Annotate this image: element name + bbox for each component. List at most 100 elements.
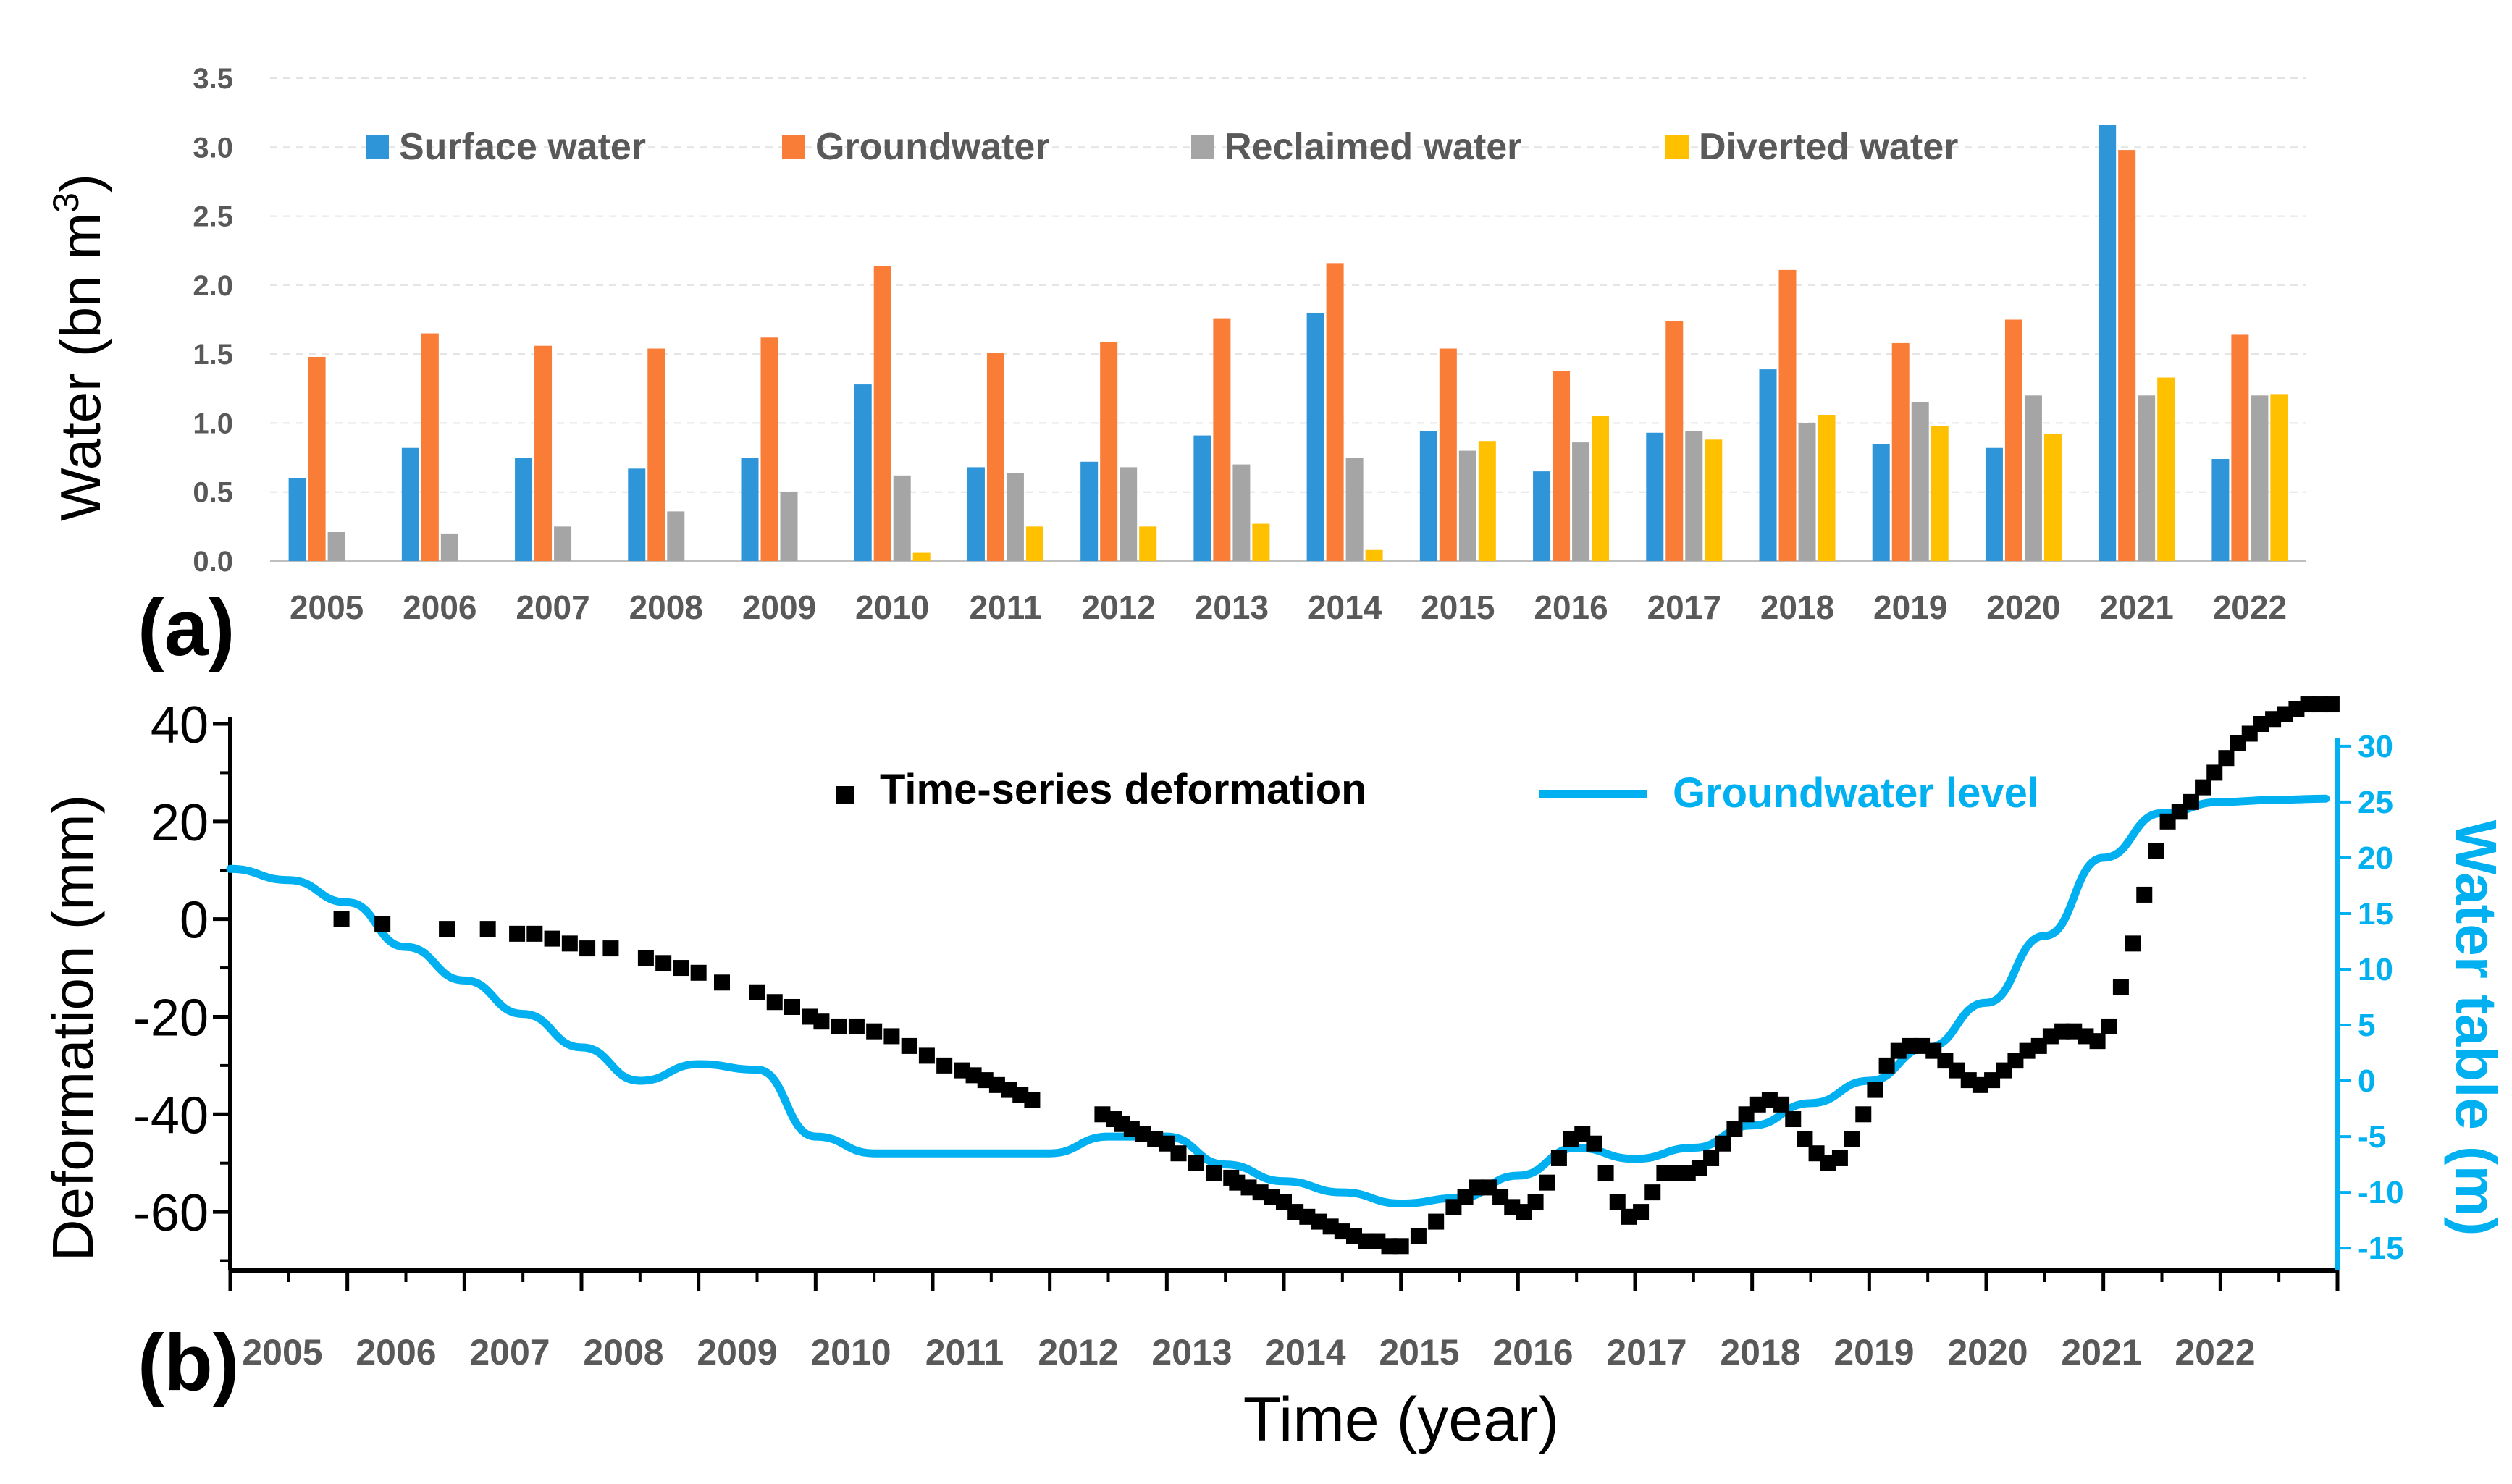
legend-label: Diverted water: [1699, 126, 1958, 168]
deformation-point: [333, 911, 350, 927]
x-tick-label: 2022: [2175, 1332, 2255, 1373]
panel-b-label: (b): [138, 1318, 239, 1407]
bar-groundwater: [1891, 342, 1910, 561]
bar-groundwater: [873, 266, 891, 561]
bar-surface-water: [1533, 471, 1551, 561]
deformation-point: [714, 974, 730, 991]
bar-surface-water: [2211, 458, 2230, 561]
legend-marker-deformation: [836, 786, 854, 804]
panel-b-x-axis-label: Time (year): [1243, 1385, 1559, 1454]
deformation-point: [526, 925, 543, 942]
bar-diverted-water: [2157, 377, 2175, 561]
bar-reclaimed-water: [440, 533, 458, 561]
bar-groundwater: [986, 353, 1004, 561]
bar-surface-water: [1193, 435, 1211, 561]
legend-label-groundwater: Groundwater level: [1673, 770, 2039, 817]
deformation-point: [2218, 750, 2235, 767]
deformation-point: [1024, 1092, 1041, 1108]
bar-surface-water: [967, 467, 985, 561]
deformation-point: [1586, 1135, 1602, 1152]
panel-a-y-axis-label-sup: 3: [46, 193, 86, 213]
bar-groundwater: [2004, 319, 2022, 561]
y-tick-label: 1.0: [193, 408, 233, 439]
deformation-point: [1188, 1155, 1204, 1171]
bar-groundwater: [1213, 318, 1231, 561]
deformation-point: [2101, 1018, 2117, 1034]
deformation-point: [1844, 1130, 1860, 1147]
deformation-point: [655, 955, 672, 971]
x-tick-label: 2017: [1606, 1332, 1686, 1373]
panel-a-gridlines: [270, 77, 2306, 562]
panel-b-right-y-tick-labels: -15 -10 -5 0 5 10 15 20 25 30: [2358, 729, 2404, 1266]
bar-diverted-water: [1818, 414, 1836, 561]
deformation-point: [749, 984, 765, 1000]
bar-groundwater: [1665, 321, 1684, 561]
deformation-point: [2089, 1033, 2106, 1050]
legend-swatch: [1665, 135, 1689, 159]
deformation-point: [690, 964, 707, 981]
deformation-point: [1633, 1204, 1650, 1220]
deformation-point: [1726, 1121, 1743, 1137]
bar-surface-water: [1985, 447, 2003, 561]
bar-reclaimed-water: [1798, 423, 1816, 561]
bar-groundwater: [1100, 341, 1118, 561]
deformation-point: [2125, 935, 2141, 952]
bar-surface-water: [1872, 444, 1890, 561]
x-tick-label: 2016: [1534, 589, 1608, 626]
panel-a-label: (a): [138, 583, 235, 673]
panel-b-legend: Time-series deformation Groundwater level: [836, 766, 2039, 817]
bar-diverted-water: [1139, 526, 1157, 561]
legend-label: Reclaimed water: [1225, 126, 1521, 168]
deformation-point: [579, 940, 596, 957]
deformation-point: [1410, 1228, 1427, 1244]
legend-swatch: [366, 135, 389, 159]
y-tick-label: 3.0: [193, 132, 233, 164]
bar-surface-water: [1419, 431, 1437, 561]
bar-diverted-water: [1252, 523, 1270, 561]
legend-swatch: [782, 135, 805, 159]
bar-reclaimed-water: [554, 526, 572, 561]
deformation-point: [918, 1047, 935, 1064]
bar-reclaimed-water: [2024, 395, 2042, 561]
panel-a-y-axis-label-text: Water (bn m: [49, 213, 112, 521]
deformation-point: [866, 1023, 883, 1040]
right-y-tick-label: 5: [2358, 1008, 2375, 1043]
y-tick-label: 2.0: [193, 270, 233, 302]
bar-reclaimed-water: [327, 531, 345, 561]
right-y-tick-label: 30: [2358, 729, 2393, 764]
bar-diverted-water: [1478, 441, 1496, 561]
legend-label: Groundwater: [815, 126, 1050, 168]
x-tick-label: 2021: [2099, 589, 2173, 626]
bar-diverted-water: [2270, 394, 2288, 561]
deformation-point: [831, 1018, 847, 1034]
deformation-point: [1550, 1150, 1567, 1166]
panel-b-y-axis-label: Deformation (mm): [41, 795, 105, 1262]
right-y-tick-label: 15: [2358, 896, 2393, 932]
deformation-point: [2206, 764, 2223, 781]
panel-b-deformation-chart: -60 -40 -20 0 20 40 -15 -10 -5 0 5 10 15 20 25 30 2005…: [41, 696, 2508, 1454]
deformation-point: [883, 1028, 900, 1045]
deformation-point: [1539, 1174, 1555, 1191]
deformation-point: [2112, 979, 2129, 996]
y-tick-label: -40: [133, 1087, 209, 1144]
deformation-point: [561, 935, 578, 952]
legend-swatch: [1191, 135, 1214, 159]
x-tick-label: 2018: [1720, 1332, 1800, 1373]
deformation-point: [374, 916, 391, 932]
deformation-point: [784, 998, 800, 1015]
x-tick-label: 2013: [1151, 1332, 1232, 1373]
legend-label-deformation: Time-series deformation: [880, 766, 1367, 813]
right-y-tick-label: -10: [2358, 1175, 2404, 1210]
x-tick-label: 2019: [1833, 1332, 1914, 1373]
panel-b-y-tick-labels: -60 -40 -20 0 20 40: [133, 696, 209, 1242]
bar-groundwater: [760, 337, 778, 561]
bar-surface-water: [2099, 125, 2117, 561]
x-tick-label: 2014: [1308, 589, 1382, 626]
y-tick-label: 20: [151, 794, 209, 852]
panel-b-groundwater-line: [226, 794, 2330, 1208]
panel-a-bar-chart: 0.00.51.01.52.02.53.03.5 2005 2006 2007 200…: [46, 63, 2306, 673]
bar-groundwater: [647, 348, 665, 561]
bar-groundwater: [308, 356, 326, 561]
deformation-point: [2183, 793, 2199, 810]
y-tick-label: 40: [151, 696, 209, 754]
